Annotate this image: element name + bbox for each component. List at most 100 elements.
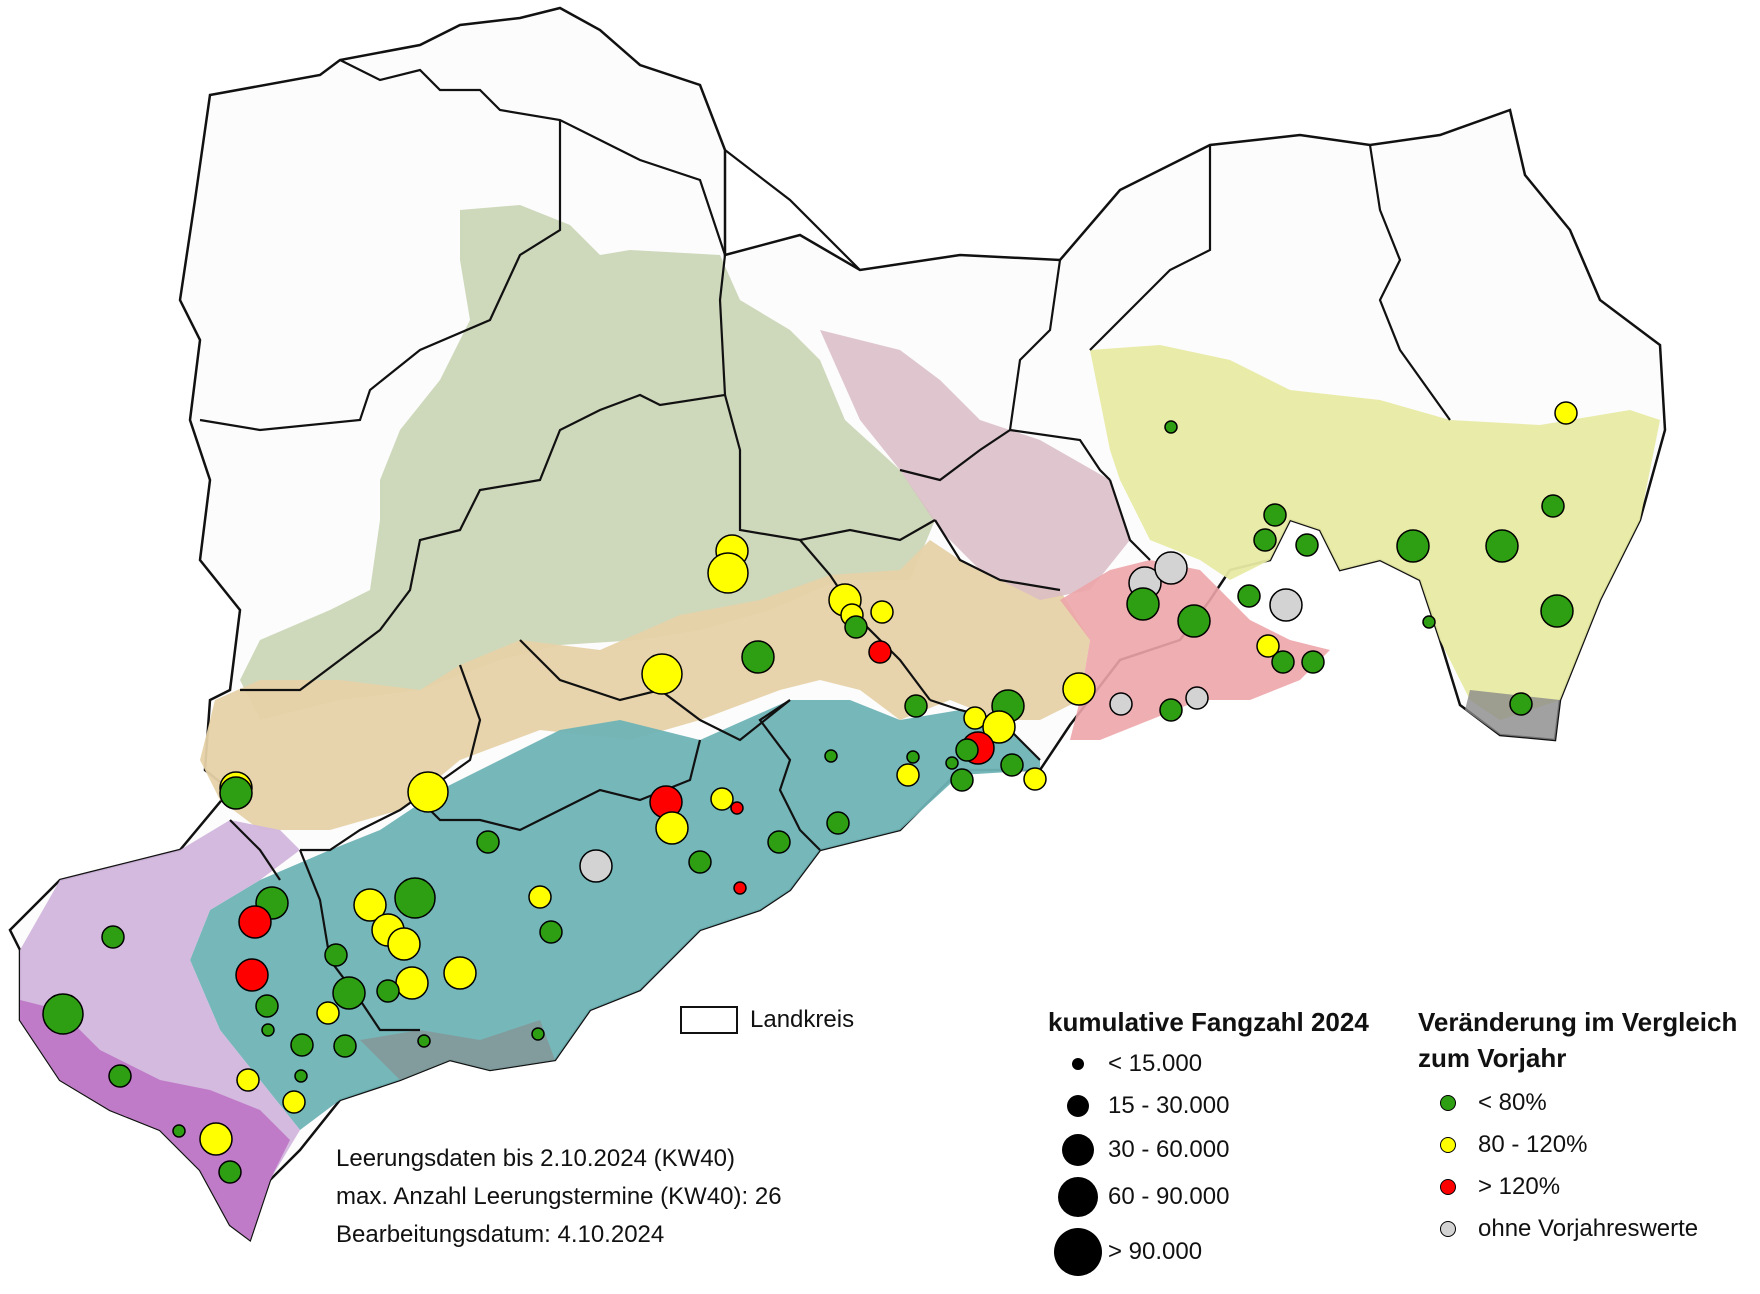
trap-point bbox=[290, 1033, 314, 1057]
region-lime bbox=[1090, 345, 1660, 720]
size-label-5: > 90.000 bbox=[1108, 1238, 1203, 1265]
legend-change-row: ohne Vorjahreswerte bbox=[1418, 1208, 1737, 1250]
trap-point bbox=[443, 956, 477, 990]
size-symbol-3 bbox=[1062, 1134, 1094, 1166]
region-teal bbox=[190, 700, 1040, 1130]
trap-point bbox=[235, 958, 269, 992]
trap-point bbox=[476, 830, 500, 854]
trap-point bbox=[707, 552, 749, 594]
trap-point bbox=[655, 811, 689, 845]
trap-point bbox=[1185, 686, 1209, 710]
trap-point bbox=[870, 600, 894, 624]
trap-point bbox=[219, 776, 253, 810]
trap-point bbox=[906, 750, 920, 764]
legend-size-row: 30 - 60.000 bbox=[1048, 1128, 1369, 1172]
legend-size-row: < 15.000 bbox=[1048, 1044, 1369, 1084]
trap-point bbox=[1177, 604, 1211, 638]
trap-point bbox=[826, 811, 850, 835]
trap-point bbox=[733, 881, 747, 895]
change-symbol-2 bbox=[1440, 1137, 1456, 1153]
legend-change-title-2: zum Vorjahr bbox=[1418, 1043, 1567, 1073]
trap-point bbox=[332, 976, 366, 1010]
trap-point bbox=[324, 943, 348, 967]
trap-point bbox=[945, 756, 959, 770]
trap-point bbox=[108, 1064, 132, 1088]
trap-point bbox=[1154, 551, 1188, 585]
trap-point bbox=[236, 1068, 260, 1092]
legend-size-row: 15 - 30.000 bbox=[1048, 1084, 1369, 1128]
legend-change-row: < 80% bbox=[1418, 1082, 1737, 1124]
trap-point bbox=[42, 993, 84, 1035]
trap-point bbox=[282, 1090, 306, 1114]
info-block: Leerungsdaten bis 2.10.2024 (KW40) max. … bbox=[336, 1140, 782, 1254]
landkreis-boundaries bbox=[199, 59, 1451, 1032]
size-symbol-1 bbox=[1072, 1058, 1084, 1070]
trap-point bbox=[767, 830, 791, 854]
trap-point bbox=[1062, 672, 1096, 706]
change-symbol-1 bbox=[1440, 1095, 1456, 1111]
trap-point bbox=[1485, 529, 1519, 563]
legend-change-row: 80 - 120% bbox=[1418, 1124, 1737, 1166]
trap-point bbox=[1023, 767, 1047, 791]
change-label-2: 80 - 120% bbox=[1478, 1131, 1588, 1158]
size-symbol-4 bbox=[1058, 1177, 1098, 1217]
trap-point bbox=[904, 694, 928, 718]
trap-point bbox=[394, 877, 436, 919]
change-symbol-3 bbox=[1440, 1179, 1456, 1195]
trap-point bbox=[1126, 587, 1160, 621]
trap-point bbox=[730, 801, 744, 815]
info-line-2: max. Anzahl Leerungstermine (KW40): 26 bbox=[336, 1183, 782, 1210]
legend-change-title-1: Veränderung im Vergleich bbox=[1418, 1007, 1738, 1037]
trap-point bbox=[1109, 692, 1133, 716]
trap-point bbox=[1164, 420, 1178, 434]
trap-point bbox=[1263, 503, 1287, 527]
trap-point bbox=[294, 1069, 308, 1083]
trap-point bbox=[1295, 533, 1319, 557]
trap-points bbox=[42, 401, 1578, 1184]
trap-point bbox=[1237, 584, 1261, 608]
trap-point bbox=[741, 640, 775, 674]
trap-point bbox=[982, 710, 1016, 744]
region-mauve bbox=[820, 330, 1130, 600]
trap-point bbox=[353, 888, 387, 922]
trap-point bbox=[387, 927, 421, 961]
trap-point bbox=[376, 979, 400, 1003]
trap-point bbox=[641, 653, 683, 695]
trap-point bbox=[407, 771, 449, 813]
region-sage bbox=[240, 205, 935, 720]
trap-point bbox=[395, 966, 429, 1000]
trap-point bbox=[333, 1034, 357, 1058]
change-label-1: < 80% bbox=[1478, 1089, 1547, 1116]
landkreis-label: Landkreis bbox=[750, 1006, 855, 1033]
trap-point bbox=[1541, 494, 1565, 518]
trap-point bbox=[255, 994, 279, 1018]
trap-point bbox=[1396, 529, 1430, 563]
region-darkgrey-east bbox=[1465, 690, 1560, 740]
legend-change-row: > 120% bbox=[1418, 1166, 1737, 1208]
legend-size-row: > 90.000 bbox=[1048, 1222, 1369, 1282]
trap-point bbox=[1540, 594, 1574, 628]
region-darkgrey-south bbox=[360, 1020, 555, 1080]
trap-point bbox=[238, 905, 272, 939]
trap-point bbox=[1000, 753, 1024, 777]
change-symbol-4 bbox=[1440, 1221, 1456, 1237]
trap-point bbox=[1159, 698, 1183, 722]
trap-point bbox=[101, 925, 125, 949]
trap-point bbox=[579, 849, 613, 883]
trap-point bbox=[950, 768, 974, 792]
trap-point bbox=[531, 1027, 545, 1041]
info-line-1: Leerungsdaten bis 2.10.2024 (KW40) bbox=[336, 1145, 735, 1172]
region-pink bbox=[1060, 560, 1330, 740]
trap-point bbox=[261, 1023, 275, 1037]
trap-point bbox=[1301, 650, 1325, 674]
legend-size-title: kumulative Fangzahl 2024 bbox=[1048, 1007, 1369, 1037]
trap-point bbox=[218, 1160, 242, 1184]
size-symbol-5 bbox=[1054, 1228, 1102, 1276]
size-symbol-2 bbox=[1067, 1095, 1089, 1117]
legend-size: kumulative Fangzahl 2024 < 15.000 15 - 3… bbox=[1048, 1004, 1369, 1282]
size-label-4: 60 - 90.000 bbox=[1108, 1183, 1230, 1210]
size-label-1: < 15.000 bbox=[1108, 1050, 1203, 1077]
size-label-2: 15 - 30.000 bbox=[1108, 1092, 1230, 1119]
legend-landkreis: Landkreis bbox=[680, 1006, 854, 1034]
change-label-3: > 120% bbox=[1478, 1173, 1561, 1200]
